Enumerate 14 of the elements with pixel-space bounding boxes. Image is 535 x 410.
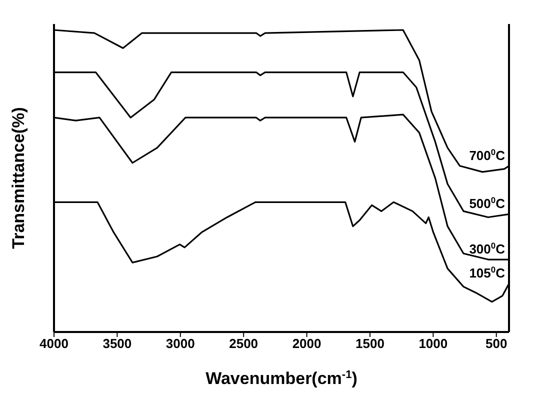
x-tick-label: 2500 [229, 336, 258, 352]
x-tick-label: 2000 [292, 336, 322, 352]
x-axis-title: Wavenumber(cm$^{-1}$) [206, 369, 358, 388]
x-tick-label: 1500 [356, 336, 384, 352]
series-label: 500$^{0}$C [469, 195, 506, 212]
x-tick-label: 3500 [102, 336, 132, 352]
series-label: 105$^{0}$C [469, 264, 506, 281]
x-tick-label: 4000 [40, 336, 68, 352]
x-tick-label: 1000 [418, 336, 448, 352]
series-label: 300$^{0}$C [469, 240, 506, 257]
y-axis-title: Transmittance(%) [9, 107, 28, 249]
series-label: 700$^{0}$C [469, 146, 506, 163]
x-tick-label: 500 [486, 336, 508, 352]
x-tick-label: 3000 [166, 336, 195, 352]
